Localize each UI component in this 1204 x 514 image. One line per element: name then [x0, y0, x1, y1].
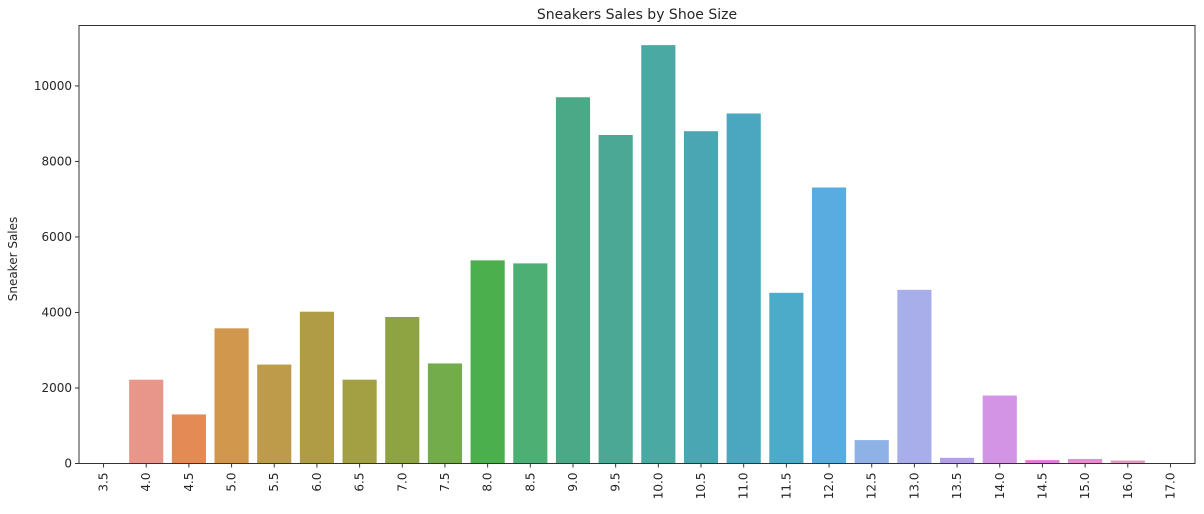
y-tick-label: 10000 — [34, 79, 72, 93]
bar-10.5 — [683, 131, 719, 464]
x-tick-label: 5.5 — [267, 473, 281, 492]
x-tick-label: 7.0 — [395, 473, 409, 492]
x-tick-label: 6.0 — [310, 473, 324, 492]
bar-12.0 — [811, 187, 847, 464]
y-axis-label: Sneaker Sales — [6, 217, 20, 302]
bar-8.5 — [513, 263, 548, 464]
y-tick-label: 4000 — [41, 305, 72, 319]
bars-group — [86, 45, 1188, 464]
bar-11.5 — [769, 292, 804, 464]
x-tick-label: 12.5 — [865, 473, 879, 500]
x-tick-label: 10.0 — [651, 473, 665, 500]
x-tick-label: 14.0 — [993, 473, 1007, 500]
x-tick-label: 8.0 — [481, 473, 495, 492]
y-tick-label: 8000 — [41, 154, 72, 168]
bar-14.5 — [1025, 460, 1060, 464]
bar-13.5 — [940, 457, 975, 464]
bar-15.0 — [1068, 458, 1103, 464]
bar-6.0 — [299, 311, 334, 464]
y-tick-label: 0 — [64, 457, 72, 471]
bar-9.5 — [598, 135, 633, 464]
x-tick-label: 8.5 — [523, 473, 537, 492]
bar-7.0 — [385, 316, 420, 464]
x-tick-label: 11.0 — [737, 473, 751, 500]
y-tick-label: 6000 — [41, 230, 72, 244]
x-tick-label: 17.0 — [1163, 473, 1177, 500]
x-tick-label: 14.5 — [1035, 473, 1049, 500]
x-tick-label: 13.0 — [907, 473, 921, 500]
bar-11.0 — [726, 113, 761, 464]
bar-12.5 — [854, 440, 889, 464]
x-tick-label: 11.5 — [779, 473, 793, 500]
x-axis-ticks: 3.5 4.0 4.5 5.0 5.5 6.0 6.5 7.0 7.5 8.0 8.5 9.0 9.5 1… — [97, 463, 1177, 500]
bar-8.0 — [470, 260, 505, 464]
bar-4.5 — [171, 414, 206, 464]
bar-6.5 — [342, 379, 377, 464]
x-tick-label: 15.0 — [1078, 473, 1092, 500]
y-tick-label: 2000 — [41, 381, 72, 395]
bar-9.0 — [555, 97, 591, 464]
x-tick-label: 9.5 — [609, 473, 623, 492]
x-tick-label: 4.0 — [139, 473, 153, 492]
bar-5.0 — [214, 328, 249, 464]
bar-4.0 — [129, 379, 164, 464]
bar-14.0 — [982, 395, 1017, 464]
x-tick-label: 5.0 — [225, 473, 239, 492]
bar-7.5 — [427, 363, 463, 464]
x-tick-label: 9.0 — [566, 473, 580, 492]
bar-10.0 — [641, 45, 676, 464]
x-tick-label: 13.5 — [950, 473, 964, 500]
x-tick-label: 3.5 — [97, 473, 111, 492]
y-axis-ticks: 0 2000 4000 6000 8000 10000 — [34, 79, 79, 471]
bar-16.0 — [1110, 460, 1145, 464]
x-tick-label: 4.5 — [182, 473, 196, 492]
plot-frame — [78, 25, 1196, 464]
bar-5.5 — [257, 364, 292, 464]
x-tick-label: 6.5 — [353, 473, 367, 492]
x-tick-label: 12.0 — [822, 473, 836, 500]
x-tick-label: 16.0 — [1121, 473, 1135, 500]
x-tick-label: 10.5 — [694, 473, 708, 500]
chart-title: Sneakers Sales by Shoe Size — [537, 7, 737, 23]
bar-13.0 — [897, 289, 932, 464]
x-tick-label: 7.5 — [438, 473, 452, 492]
